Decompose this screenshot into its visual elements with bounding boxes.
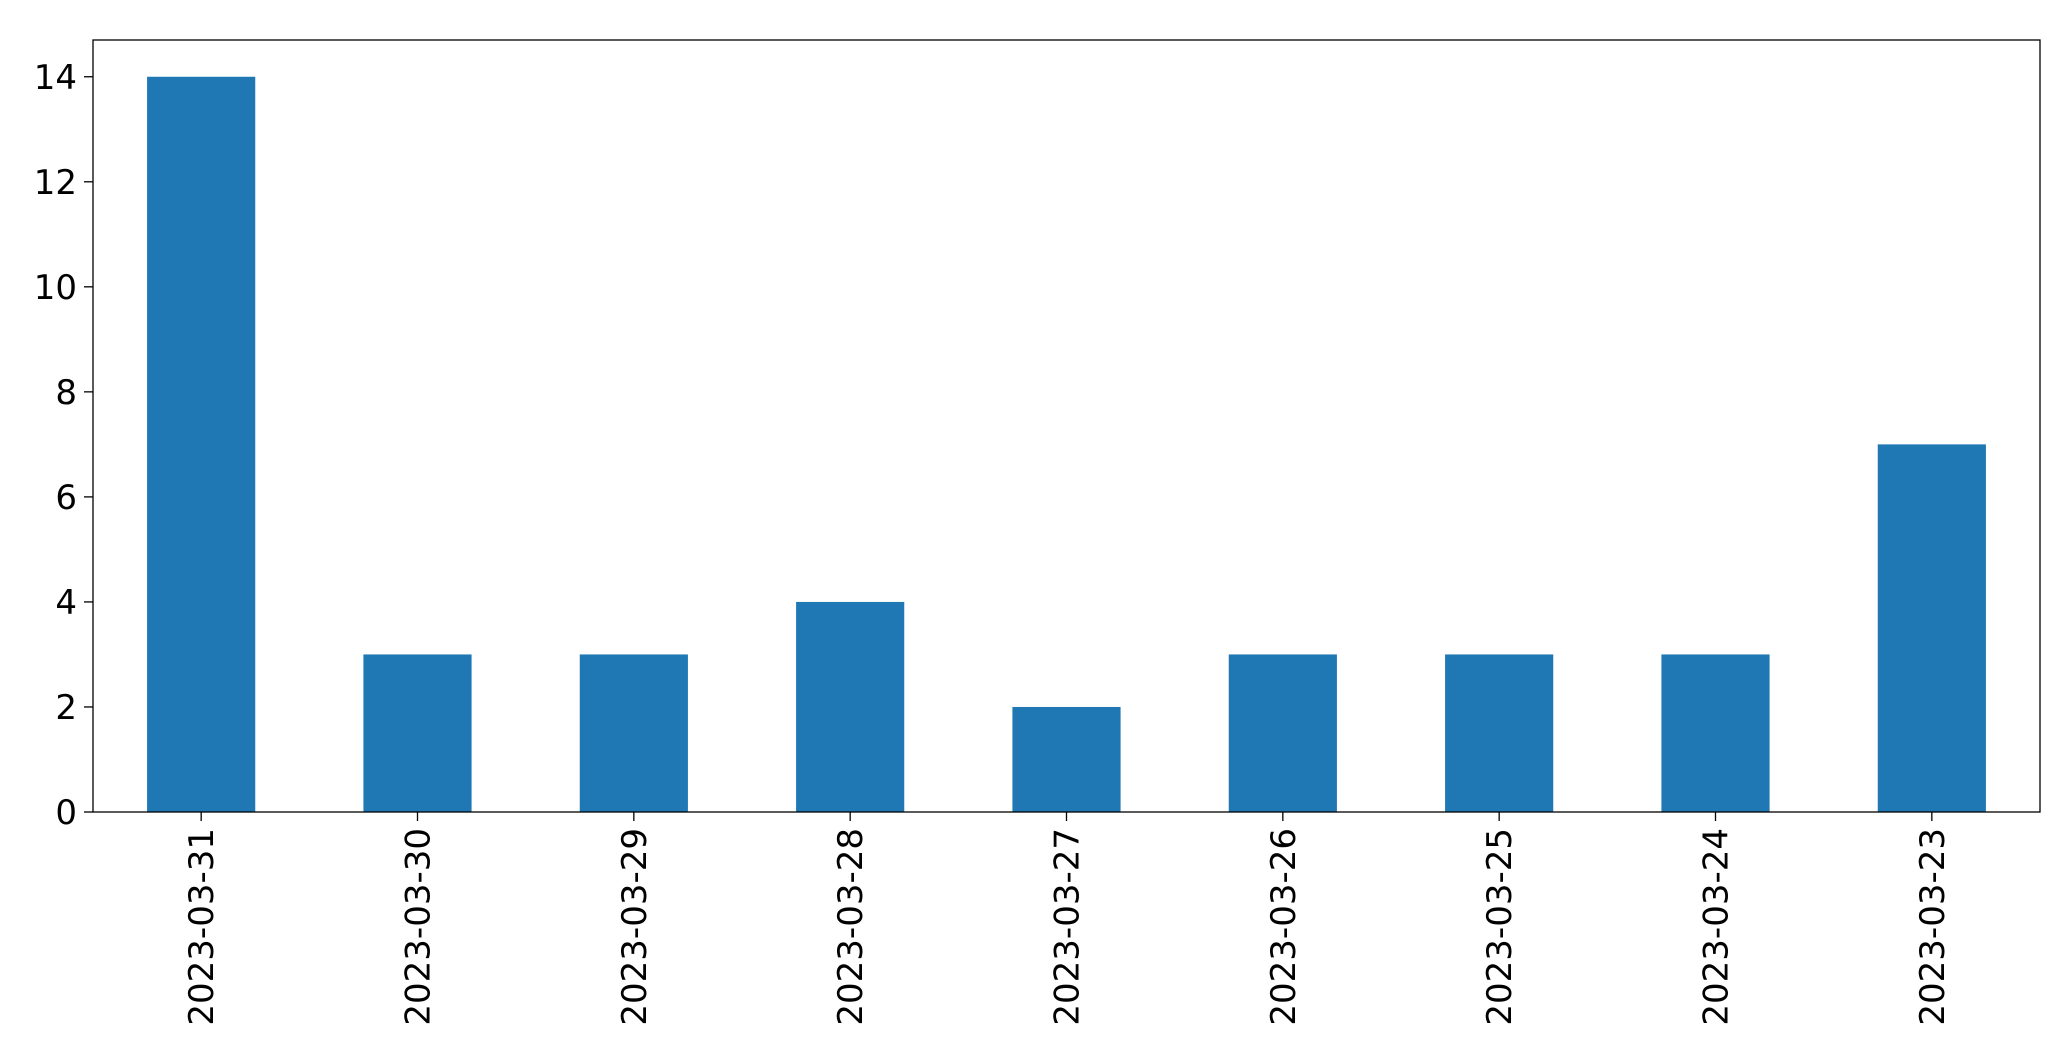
y-tick-label: 4 [55, 583, 77, 623]
x-tick-label: 2023-03-26 [1264, 828, 1304, 1026]
y-tick-label: 6 [55, 478, 77, 518]
x-axis: 2023-03-31 2023-03-30 2023-03-29 2023-03-28… [182, 812, 1953, 1026]
bars-layer [147, 76, 1986, 812]
x-tick-label: 2023-03-27 [1048, 828, 1088, 1026]
y-tick-label: 10 [34, 268, 77, 308]
y-tick-label: 14 [34, 58, 77, 98]
bar-2023-03-27 [1012, 706, 1121, 812]
y-tick-label: 8 [55, 373, 77, 413]
x-tick-label: 2023-03-30 [399, 828, 439, 1026]
bar-2023-03-31 [147, 76, 256, 812]
bar-2023-03-23 [1877, 444, 1986, 812]
bar-2023-03-29 [579, 654, 688, 812]
plot-frame [92, 39, 2041, 813]
bar-2023-03-25 [1445, 654, 1554, 812]
bar-2023-03-24 [1661, 654, 1770, 812]
x-tick-label: 2023-03-23 [1913, 828, 1953, 1026]
y-tick-label: 12 [34, 163, 77, 203]
bar-2023-03-28 [796, 601, 905, 812]
x-tick-label: 2023-03-24 [1697, 828, 1737, 1026]
bar-2023-03-26 [1228, 654, 1337, 812]
y-tick-label: 0 [55, 793, 77, 833]
x-tick-label: 2023-03-28 [831, 828, 871, 1026]
x-tick-label: 2023-03-25 [1480, 828, 1520, 1026]
y-tick-label: 2 [55, 688, 77, 728]
x-tick-label: 2023-03-29 [615, 828, 655, 1026]
bar-2023-03-30 [363, 654, 472, 812]
y-axis: 0 2 4 6 8 10 12 14 [34, 58, 93, 833]
x-tick-label: 2023-03-31 [182, 828, 222, 1026]
